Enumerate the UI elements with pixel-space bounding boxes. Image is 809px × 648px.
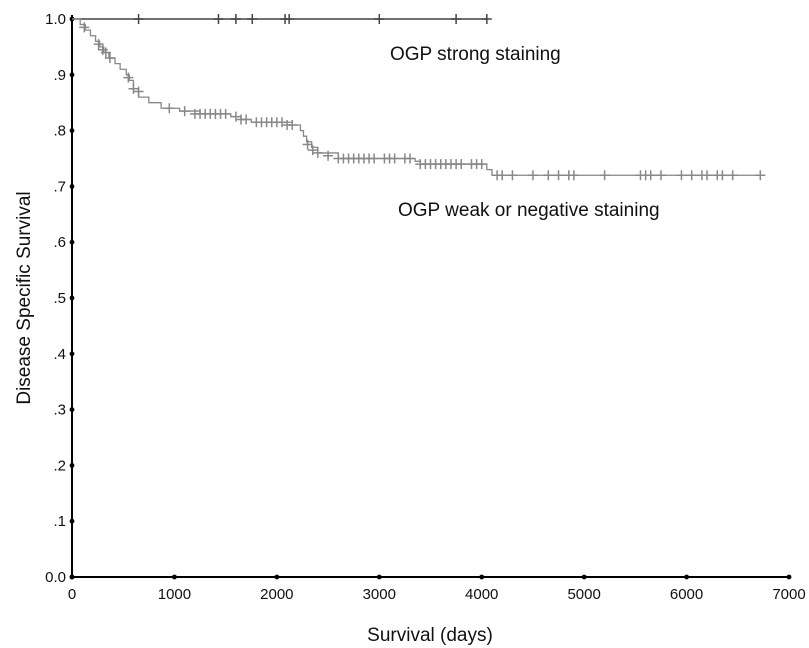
censor-mark [369, 153, 380, 164]
y-tick-mark [69, 72, 75, 78]
y-tick-label: .3 [53, 402, 66, 419]
censor-mark [405, 153, 416, 164]
censor-mark [727, 170, 738, 181]
censor-mark [179, 106, 190, 117]
series-0 [72, 14, 492, 24]
annotation-strong-staining: OGP strong staining [390, 44, 561, 65]
axes [71, 15, 789, 578]
y-tick-mark [69, 463, 75, 468]
censor-mark [276, 117, 287, 128]
censor-mark [123, 72, 134, 83]
series-1 [72, 18, 766, 181]
censor-mark [230, 14, 241, 24]
censor-mark [307, 145, 318, 156]
censor-mark [645, 170, 656, 181]
censor-mark [755, 170, 766, 181]
censor-mark [133, 86, 144, 97]
y-tick-label: 0.0 [45, 569, 66, 586]
x-tick-mark [684, 574, 689, 580]
censor-mark [543, 170, 554, 181]
censor-mark [302, 139, 313, 150]
x-tick-label: 3000 [363, 586, 396, 603]
y-tick-mark [69, 518, 75, 524]
censor-mark [230, 111, 241, 122]
x-tick-mark [274, 574, 280, 580]
censor-mark [79, 22, 90, 33]
x-tick-label: 4000 [465, 586, 498, 603]
y-tick-label: .4 [53, 346, 66, 363]
x-axis-ticks: 0 1000 2000 3000 4000 5000 6000 7000 [68, 574, 806, 603]
x-tick-mark [479, 574, 485, 580]
censor-mark [220, 108, 231, 119]
censor-mark [476, 159, 487, 170]
censor-mark [456, 159, 467, 170]
annotation-weak-staining: OGP weak or negative staining [398, 200, 660, 221]
censor-mark [374, 14, 385, 24]
x-tick-mark [69, 574, 75, 580]
y-tick-label: .7 [53, 178, 66, 195]
x-tick-label: 1000 [158, 586, 191, 603]
censor-mark [100, 47, 111, 58]
x-tick-label: 5000 [567, 586, 600, 603]
y-tick-mark [69, 407, 75, 412]
y-tick-mark [69, 239, 75, 245]
x-tick-label: 7000 [772, 586, 805, 603]
censor-mark [599, 170, 610, 181]
censor-mark [686, 170, 697, 181]
y-tick-label: 1.0 [45, 11, 66, 28]
censor-mark [702, 170, 713, 181]
censor-mark [133, 14, 144, 24]
y-axis-ticks: 0.0 .1 .2 .3 .4 .5 .6 .7 .8 .9 1.0 [45, 11, 75, 586]
censor-mark [481, 14, 492, 24]
y-tick-label: .9 [53, 67, 66, 84]
y-axis-title: Disease Specific Survival [14, 191, 35, 404]
x-tick-label: 6000 [670, 586, 703, 603]
censor-mark [128, 83, 139, 94]
x-tick-mark [172, 574, 177, 580]
series-1-step-line [72, 18, 764, 176]
y-tick-mark [69, 295, 75, 301]
censor-mark [717, 170, 728, 181]
y-tick-mark [69, 128, 75, 134]
x-tick-label: 0 [68, 586, 76, 603]
censor-mark [527, 170, 538, 181]
y-tick-label: .1 [53, 513, 66, 530]
x-tick-mark [376, 574, 382, 580]
x-tick-mark [786, 574, 792, 580]
censor-mark [312, 147, 323, 158]
censor-mark [553, 170, 564, 181]
censor-mark [284, 14, 295, 24]
censor-mark [676, 170, 687, 181]
x-axis-title: Survival (days) [367, 625, 493, 646]
censor-mark [287, 120, 298, 131]
censor-mark [323, 150, 334, 161]
censor-mark [568, 170, 579, 181]
y-tick-label: .2 [53, 457, 66, 474]
censor-mark [655, 170, 666, 181]
censor-mark [497, 170, 508, 181]
y-tick-mark [69, 184, 75, 189]
censor-mark [247, 14, 258, 24]
y-tick-mark [69, 351, 75, 357]
censor-mark [213, 14, 224, 24]
censor-mark [104, 53, 115, 64]
censor-mark [451, 14, 462, 24]
y-tick-label: .8 [53, 123, 66, 140]
x-tick-label: 2000 [260, 586, 293, 603]
censor-mark [389, 153, 400, 164]
censor-mark [241, 114, 252, 125]
y-tick-label: .5 [53, 290, 66, 307]
censor-mark [93, 39, 104, 50]
plot-series [72, 14, 766, 181]
y-tick-label: .6 [53, 234, 66, 251]
censor-mark [164, 103, 175, 114]
x-tick-mark [581, 574, 587, 580]
censor-mark [507, 170, 518, 181]
